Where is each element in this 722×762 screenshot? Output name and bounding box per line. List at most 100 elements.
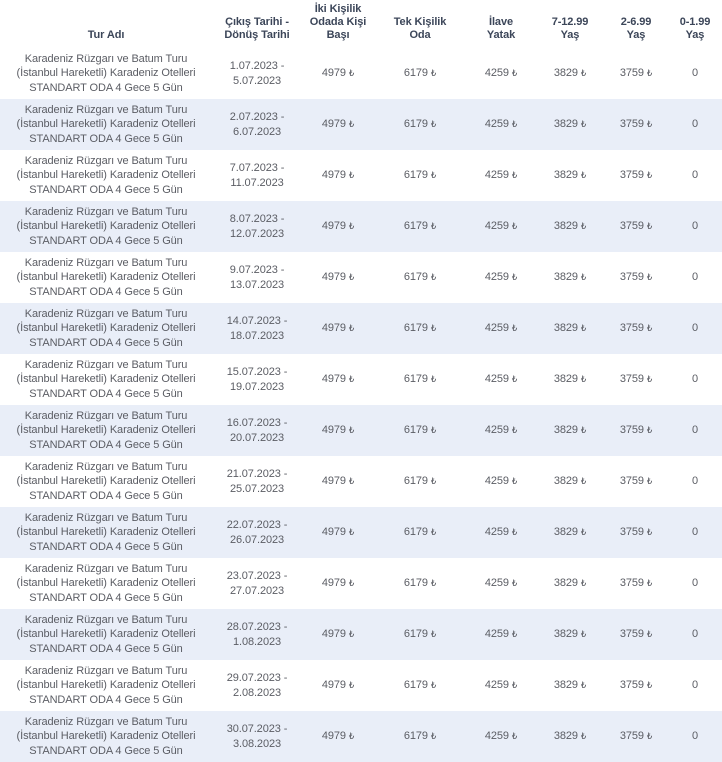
price-cell-single-room: 6179 ₺ xyxy=(403,220,437,233)
price-cell-age-2-6-99: 3759 ₺ xyxy=(619,730,653,743)
dates-cell: 29.07.2023 -2.08.2023 xyxy=(226,672,288,699)
price-row: Karadeniz Rüzgarı ve Batum Turu (İstanbul… xyxy=(0,303,722,354)
turkish-lira-icon: ₺ xyxy=(430,425,437,436)
price-cell-double-room-per-person: 4979 ₺ xyxy=(321,373,355,386)
column-header-departure-return-dates: Çıkış Tarihi - Dönüş Tarihi xyxy=(224,16,290,41)
price-cell-age-0-1-99: 0 xyxy=(691,271,699,284)
dates-cell: 8.07.2023 -12.07.2023 xyxy=(229,213,285,240)
price-cell-age-0-1-99: 0 xyxy=(691,475,699,488)
price-cell-single-room: 6179 ₺ xyxy=(403,679,437,692)
price-row: Karadeniz Rüzgarı ve Batum Turu (İstanbul… xyxy=(0,711,722,762)
turkish-lira-icon: ₺ xyxy=(646,680,653,691)
price-cell-age-0-1-99: 0 xyxy=(691,526,699,539)
price-cell-extra-bed: 4259 ₺ xyxy=(484,67,518,80)
price-cell-single-room: 6179 ₺ xyxy=(403,118,437,131)
turkish-lira-icon: ₺ xyxy=(646,119,653,130)
turkish-lira-icon: ₺ xyxy=(430,68,437,79)
price-cell-age-2-6-99: 3759 ₺ xyxy=(619,475,653,488)
price-cell-single-room: 6179 ₺ xyxy=(403,373,437,386)
price-cell-single-room: 6179 ₺ xyxy=(403,322,437,335)
turkish-lira-icon: ₺ xyxy=(348,680,355,691)
dates-cell: 2.07.2023 -6.07.2023 xyxy=(229,111,285,138)
turkish-lira-icon: ₺ xyxy=(646,68,653,79)
price-cell-age-7-12-99: 3829 ₺ xyxy=(553,169,587,182)
tour-name-cell: Karadeniz Rüzgarı ve Batum Turu (İstanbul… xyxy=(16,205,196,247)
turkish-lira-icon: ₺ xyxy=(511,680,518,691)
price-cell-age-0-1-99: 0 xyxy=(691,373,699,386)
turkish-lira-icon: ₺ xyxy=(646,323,653,334)
price-cell-extra-bed: 4259 ₺ xyxy=(484,730,518,743)
turkish-lira-icon: ₺ xyxy=(348,221,355,232)
turkish-lira-icon: ₺ xyxy=(580,68,587,79)
dates-cell: 23.07.2023 -27.07.2023 xyxy=(226,570,288,597)
tour-name-cell: Karadeniz Rüzgarı ve Batum Turu (İstanbul… xyxy=(16,664,196,706)
dates-cell: 16.07.2023 -20.07.2023 xyxy=(226,417,288,444)
turkish-lira-icon: ₺ xyxy=(511,272,518,283)
price-cell-double-room-per-person: 4979 ₺ xyxy=(321,730,355,743)
turkish-lira-icon: ₺ xyxy=(511,425,518,436)
price-cell-age-2-6-99: 3759 ₺ xyxy=(619,679,653,692)
table-header-row: Tur Adı Çıkış Tarihi - Dönüş Tarihi İki Kiş… xyxy=(0,0,722,48)
price-cell-double-room-per-person: 4979 ₺ xyxy=(321,220,355,233)
price-cell-extra-bed: 4259 ₺ xyxy=(484,577,518,590)
price-cell-age-7-12-99: 3829 ₺ xyxy=(553,628,587,641)
tour-name-cell: Karadeniz Rüzgarı ve Batum Turu (İstanbul… xyxy=(16,715,196,757)
turkish-lira-icon: ₺ xyxy=(646,527,653,538)
price-cell-age-2-6-99: 3759 ₺ xyxy=(619,577,653,590)
price-cell-age-0-1-99: 0 xyxy=(691,730,699,743)
turkish-lira-icon: ₺ xyxy=(580,731,587,742)
turkish-lira-icon: ₺ xyxy=(511,119,518,130)
price-cell-single-room: 6179 ₺ xyxy=(403,67,437,80)
column-header-double-room-per-person: İki Kişilik Odada Kişi Başı xyxy=(309,3,367,41)
dates-cell: 9.07.2023 -13.07.2023 xyxy=(229,264,285,291)
turkish-lira-icon: ₺ xyxy=(580,221,587,232)
price-cell-age-0-1-99: 0 xyxy=(691,679,699,692)
price-row: Karadeniz Rüzgarı ve Batum Turu (İstanbul… xyxy=(0,354,722,405)
price-row: Karadeniz Rüzgarı ve Batum Turu (İstanbul… xyxy=(0,507,722,558)
turkish-lira-icon: ₺ xyxy=(430,119,437,130)
turkish-lira-icon: ₺ xyxy=(348,578,355,589)
column-header-age-0-1-99: 0-1.99 Yaş xyxy=(679,16,711,41)
turkish-lira-icon: ₺ xyxy=(430,527,437,538)
tour-name-cell: Karadeniz Rüzgarı ve Batum Turu (İstanbul… xyxy=(16,103,196,145)
turkish-lira-icon: ₺ xyxy=(348,68,355,79)
price-cell-age-2-6-99: 3759 ₺ xyxy=(619,526,653,539)
price-cell-single-room: 6179 ₺ xyxy=(403,577,437,590)
turkish-lira-icon: ₺ xyxy=(646,629,653,640)
turkish-lira-icon: ₺ xyxy=(430,680,437,691)
tour-name-cell: Karadeniz Rüzgarı ve Batum Turu (İstanbul… xyxy=(16,358,196,400)
turkish-lira-icon: ₺ xyxy=(348,119,355,130)
price-row: Karadeniz Rüzgarı ve Batum Turu (İstanbul… xyxy=(0,558,722,609)
column-header-age-7-12-99: 7-12.99 Yaş xyxy=(551,16,589,41)
dates-cell: 15.07.2023 -19.07.2023 xyxy=(226,366,288,393)
price-cell-age-7-12-99: 3829 ₺ xyxy=(553,67,587,80)
price-cell-age-2-6-99: 3759 ₺ xyxy=(619,424,653,437)
price-cell-single-room: 6179 ₺ xyxy=(403,424,437,437)
turkish-lira-icon: ₺ xyxy=(511,374,518,385)
price-cell-age-0-1-99: 0 xyxy=(691,322,699,335)
turkish-lira-icon: ₺ xyxy=(430,221,437,232)
price-cell-single-room: 6179 ₺ xyxy=(403,730,437,743)
price-cell-extra-bed: 4259 ₺ xyxy=(484,679,518,692)
price-cell-double-room-per-person: 4979 ₺ xyxy=(321,424,355,437)
turkish-lira-icon: ₺ xyxy=(511,221,518,232)
price-cell-age-0-1-99: 0 xyxy=(691,67,699,80)
turkish-lira-icon: ₺ xyxy=(580,680,587,691)
dates-cell: 21.07.2023 -25.07.2023 xyxy=(226,468,288,495)
dates-cell: 7.07.2023 -11.07.2023 xyxy=(229,162,285,189)
price-cell-age-0-1-99: 0 xyxy=(691,169,699,182)
price-cell-double-room-per-person: 4979 ₺ xyxy=(321,322,355,335)
price-cell-single-room: 6179 ₺ xyxy=(403,628,437,641)
dates-cell: 28.07.2023 -1.08.2023 xyxy=(226,621,288,648)
turkish-lira-icon: ₺ xyxy=(580,272,587,283)
turkish-lira-icon: ₺ xyxy=(348,272,355,283)
price-cell-age-7-12-99: 3829 ₺ xyxy=(553,322,587,335)
column-header-tour-name: Tur Adı xyxy=(87,29,125,41)
dates-cell: 22.07.2023 -26.07.2023 xyxy=(226,519,288,546)
tour-name-cell: Karadeniz Rüzgarı ve Batum Turu (İstanbul… xyxy=(16,409,196,451)
price-cell-age-0-1-99: 0 xyxy=(691,220,699,233)
turkish-lira-icon: ₺ xyxy=(580,323,587,334)
tour-name-cell: Karadeniz Rüzgarı ve Batum Turu (İstanbul… xyxy=(16,154,196,196)
turkish-lira-icon: ₺ xyxy=(430,476,437,487)
turkish-lira-icon: ₺ xyxy=(511,527,518,538)
